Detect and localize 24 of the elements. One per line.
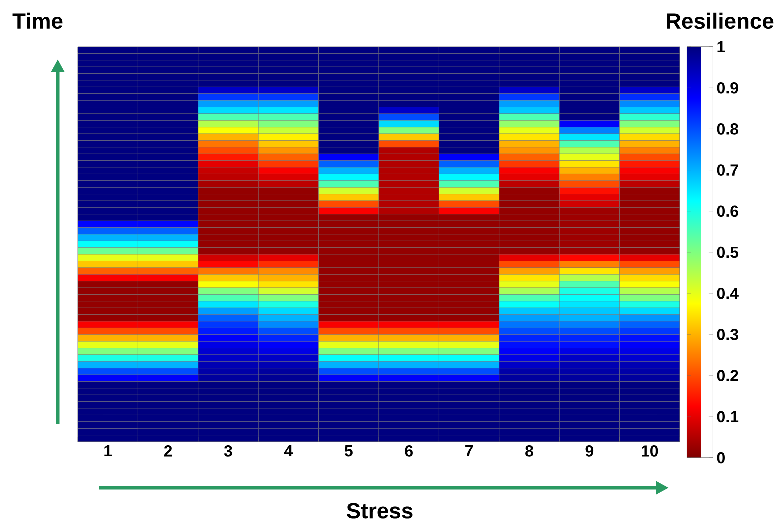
x-tick-label: 8 bbox=[526, 446, 534, 457]
x-tick-label: 3 bbox=[224, 446, 232, 457]
color-bar-label: 0.7 bbox=[717, 164, 738, 176]
color-bar-label: 0.3 bbox=[717, 329, 738, 340]
x-axis-title: Stress bbox=[346, 503, 413, 519]
x-tick-label: 10 bbox=[642, 446, 658, 457]
color-bar-label: 0.2 bbox=[717, 370, 738, 382]
x-tick-label: 5 bbox=[344, 446, 353, 457]
x-tick-label: 1 bbox=[104, 446, 112, 457]
color-bar-title: Resilience bbox=[667, 12, 774, 30]
x-tick-label: 7 bbox=[466, 446, 474, 457]
color-bar-label: 0.6 bbox=[717, 206, 738, 218]
x-tick-label: 9 bbox=[586, 446, 594, 457]
color-bar-label: 0.8 bbox=[717, 124, 739, 135]
color-bar-label: 1 bbox=[718, 42, 726, 53]
color-bar-label: 0.4 bbox=[717, 288, 739, 300]
y-axis-title: Time bbox=[12, 12, 63, 30]
x-tick-label: 6 bbox=[405, 446, 413, 457]
color-bar-label: 0 bbox=[717, 452, 725, 464]
color-bar-label: 0.9 bbox=[717, 82, 738, 94]
color-bar-label: 0.1 bbox=[717, 411, 739, 423]
x-tick-label: 2 bbox=[164, 446, 172, 457]
color-bar-label: 0.5 bbox=[717, 246, 739, 258]
x-tick-label: 4 bbox=[284, 446, 294, 457]
